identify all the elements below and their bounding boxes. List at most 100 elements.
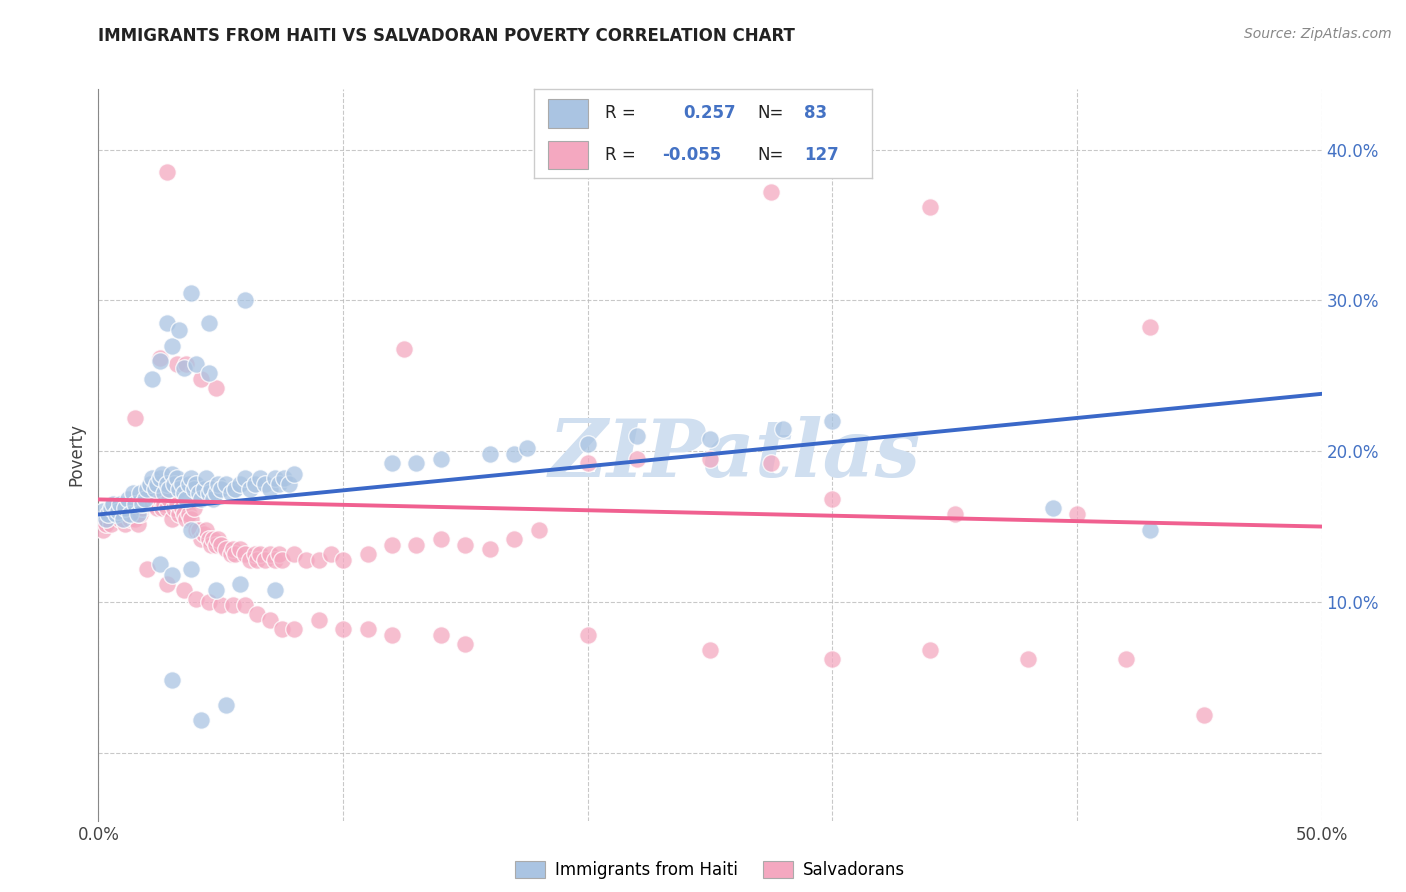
Point xyxy=(107,504,129,518)
Point xyxy=(202,532,225,546)
Point xyxy=(167,508,190,522)
Point xyxy=(943,508,966,522)
Point xyxy=(149,353,172,368)
Point xyxy=(193,482,215,496)
Point xyxy=(249,547,271,561)
Point xyxy=(117,508,139,522)
Point xyxy=(139,492,162,507)
Point xyxy=(190,492,212,507)
Point xyxy=(150,501,173,516)
Point xyxy=(283,467,305,481)
Point xyxy=(136,497,159,511)
Point xyxy=(166,471,188,485)
Point xyxy=(821,414,844,428)
Y-axis label: Poverty: Poverty xyxy=(67,424,86,486)
Point xyxy=(97,508,120,522)
Point xyxy=(821,652,844,666)
Point xyxy=(110,512,132,526)
Point xyxy=(283,547,305,561)
Point xyxy=(170,477,193,491)
Point xyxy=(761,456,783,470)
Point xyxy=(120,508,142,522)
Point xyxy=(111,512,134,526)
Point xyxy=(392,342,416,356)
Point xyxy=(190,532,212,546)
Point xyxy=(131,497,153,511)
Point xyxy=(101,497,124,511)
Point xyxy=(157,492,180,507)
Point xyxy=(100,516,122,531)
Point xyxy=(821,492,844,507)
Point xyxy=(527,523,550,537)
Point xyxy=(1017,652,1039,666)
Point xyxy=(270,622,294,636)
Text: 83: 83 xyxy=(804,104,827,122)
Point xyxy=(209,598,232,612)
Point xyxy=(920,200,942,214)
Point xyxy=(111,508,134,522)
Point xyxy=(197,486,219,500)
Point xyxy=(176,492,198,507)
Text: IMMIGRANTS FROM HAITI VS SALVADORAN POVERTY CORRELATION CHART: IMMIGRANTS FROM HAITI VS SALVADORAN POVE… xyxy=(98,27,796,45)
Point xyxy=(381,628,404,642)
Point xyxy=(104,508,127,522)
Point xyxy=(177,477,200,491)
Point xyxy=(319,547,342,561)
Point xyxy=(180,285,202,300)
Point xyxy=(160,467,183,481)
Point xyxy=(146,477,169,491)
Point xyxy=(233,471,256,485)
Point xyxy=(699,643,721,657)
Point xyxy=(91,504,114,518)
Point xyxy=(430,628,453,642)
Point xyxy=(259,613,281,627)
Point xyxy=(283,622,305,636)
Point xyxy=(200,482,222,496)
Point xyxy=(110,497,132,511)
Point xyxy=(219,486,242,500)
Point xyxy=(149,471,172,485)
Point xyxy=(249,471,271,485)
Point xyxy=(224,482,246,496)
Point xyxy=(134,492,156,507)
Point xyxy=(356,547,378,561)
Point xyxy=(117,492,139,507)
Point xyxy=(405,538,427,552)
Point xyxy=(156,165,179,179)
Point xyxy=(163,501,186,516)
Point xyxy=(186,523,208,537)
Point xyxy=(197,595,219,609)
Point xyxy=(381,456,404,470)
Point xyxy=(576,436,599,450)
Point xyxy=(141,471,163,485)
Text: N=: N= xyxy=(756,104,783,122)
Text: 127: 127 xyxy=(804,146,839,164)
Point xyxy=(205,381,228,395)
Point xyxy=(156,501,179,516)
Point xyxy=(332,622,354,636)
Point xyxy=(176,512,198,526)
Point xyxy=(127,508,149,522)
Point xyxy=(273,471,295,485)
Point xyxy=(308,613,330,627)
Point xyxy=(699,451,721,466)
Point xyxy=(214,698,236,712)
Point xyxy=(454,538,477,552)
Point xyxy=(190,713,212,727)
Point xyxy=(356,622,378,636)
Point xyxy=(197,532,219,546)
Point xyxy=(104,501,127,516)
Point xyxy=(233,293,256,308)
Point xyxy=(141,497,163,511)
Point xyxy=(190,372,212,386)
Point xyxy=(186,357,208,371)
Point xyxy=(478,542,501,557)
Point xyxy=(222,598,245,612)
Point xyxy=(430,451,453,466)
Point xyxy=(166,497,188,511)
Point xyxy=(107,508,129,522)
Point xyxy=(278,477,301,491)
Text: N=: N= xyxy=(756,146,783,164)
Point xyxy=(101,508,124,522)
Text: R =: R = xyxy=(605,146,636,164)
